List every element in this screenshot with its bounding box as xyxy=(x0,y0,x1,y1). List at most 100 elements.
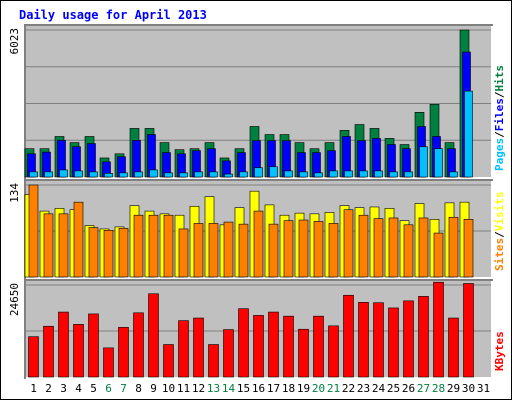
bar-pages-day-29 xyxy=(449,171,458,178)
bar-pages-day-18 xyxy=(284,170,293,178)
x-tick-label: 17 xyxy=(267,382,280,395)
bar-pages-day-19 xyxy=(299,171,308,178)
side-label-separator: / xyxy=(493,231,506,238)
bar-files-day-8 xyxy=(132,140,141,178)
bar-sites-day-13 xyxy=(208,223,219,278)
bar-sites-day-23 xyxy=(358,214,369,278)
x-tick-label: 8 xyxy=(135,382,142,395)
side-label-files: Files xyxy=(493,98,506,131)
bar-kbytes-day-17 xyxy=(268,311,279,378)
bar-pages-day-15 xyxy=(239,171,248,178)
side-label-kbytes: KBytes xyxy=(493,331,506,371)
bar-pages-day-5 xyxy=(89,171,98,178)
x-tick-label: 21 xyxy=(327,382,340,395)
bar-sites-day-16 xyxy=(253,210,264,278)
panel-bottom: 24650 KBytes xyxy=(8,279,506,379)
bar-sites-day-6 xyxy=(103,230,114,278)
bar-kbytes-day-13 xyxy=(208,344,219,378)
x-tick-label: 7 xyxy=(120,382,127,395)
x-tick-label: 29 xyxy=(447,382,460,395)
bar-kbytes-day-30 xyxy=(463,283,474,378)
x-tick-label: 1 xyxy=(30,382,37,395)
bar-sites-day-14 xyxy=(223,221,234,278)
bar-sites-day-21 xyxy=(328,223,339,278)
bar-pages-day-25 xyxy=(389,171,398,178)
side-label-pages: Pages xyxy=(493,138,506,171)
bar-kbytes-day-4 xyxy=(73,324,84,378)
bar-sites-day-15 xyxy=(238,223,249,278)
panel-middle: 134 Sites/Visits xyxy=(8,179,506,279)
x-tick-label: 27 xyxy=(417,382,430,395)
side-label-hits: Hits xyxy=(493,65,506,92)
series-kbytes xyxy=(28,281,474,378)
bar-sites-day-5 xyxy=(88,227,99,278)
bar-sites-day-27 xyxy=(418,217,429,278)
bar-pages-day-13 xyxy=(209,171,218,178)
x-tick-label: 6 xyxy=(105,382,112,395)
bar-pages-day-21 xyxy=(329,170,338,178)
bar-sites-day-11 xyxy=(178,228,189,278)
bar-kbytes-day-12 xyxy=(193,317,204,378)
x-tick-label: 30 xyxy=(462,382,475,395)
x-tick-label: 25 xyxy=(387,382,400,395)
bar-kbytes-day-2 xyxy=(43,325,54,378)
bar-sites-day-2 xyxy=(43,213,54,278)
bar-kbytes-day-27 xyxy=(418,296,429,378)
x-tick-label: 14 xyxy=(222,382,236,395)
bar-sites-day-7 xyxy=(118,227,129,278)
side-label-separator: / xyxy=(493,131,506,138)
x-tick-label: 24 xyxy=(372,382,386,395)
bar-sites-day-30 xyxy=(463,219,474,278)
bar-sites-day-28 xyxy=(433,232,444,278)
x-tick-label: 13 xyxy=(207,382,220,395)
bar-sites-day-18 xyxy=(283,220,294,278)
bar-kbytes-day-25 xyxy=(388,307,399,378)
bar-kbytes-day-9 xyxy=(148,293,159,378)
x-tick-label: 31 xyxy=(477,382,490,395)
bar-pages-day-26 xyxy=(404,171,413,178)
x-tick-label: 18 xyxy=(282,382,295,395)
x-tick-label: 10 xyxy=(162,382,175,395)
bar-pages-day-16 xyxy=(254,167,263,178)
bar-pages-day-1 xyxy=(29,171,38,178)
bar-kbytes-day-26 xyxy=(403,300,414,378)
x-tick-label: 23 xyxy=(357,382,370,395)
bar-sites-day-22 xyxy=(343,209,354,278)
bar-sites-day-24 xyxy=(373,218,384,278)
bar-kbytes-day-24 xyxy=(373,302,384,378)
bar-kbytes-day-7 xyxy=(118,327,129,378)
bar-kbytes-day-6 xyxy=(103,347,114,378)
x-tick-label: 12 xyxy=(192,382,205,395)
bar-kbytes-day-23 xyxy=(358,302,369,378)
series-sites xyxy=(28,184,474,278)
bar-pages-day-11 xyxy=(179,172,188,178)
bar-kbytes-day-22 xyxy=(343,294,354,378)
bar-kbytes-day-3 xyxy=(58,311,69,378)
bar-sites-day-20 xyxy=(313,221,324,278)
x-tick-label: 3 xyxy=(60,382,67,395)
bar-kbytes-day-5 xyxy=(88,313,99,378)
panel-max-label: 134 xyxy=(8,183,21,203)
chart-title: Daily usage for April 2013 xyxy=(19,8,207,22)
bar-kbytes-day-29 xyxy=(448,317,459,378)
x-tick-label: 5 xyxy=(90,382,97,395)
bar-sites-day-17 xyxy=(268,223,279,278)
bar-pages-day-6 xyxy=(104,173,113,178)
bar-pages-day-24 xyxy=(374,170,383,178)
bar-sites-day-29 xyxy=(448,216,459,278)
bar-pages-day-12 xyxy=(194,171,203,178)
x-tick-label: 11 xyxy=(177,382,190,395)
bar-sites-day-25 xyxy=(388,217,399,278)
x-tick-label: 20 xyxy=(312,382,325,395)
panel-max-label: 24650 xyxy=(8,283,21,316)
bar-kbytes-day-16 xyxy=(253,315,264,378)
bar-kbytes-day-14 xyxy=(223,329,234,378)
series-pages xyxy=(29,90,473,178)
bar-sites-day-19 xyxy=(298,219,309,278)
x-tick-label: 4 xyxy=(75,382,82,395)
bar-sites-day-12 xyxy=(193,223,204,278)
side-label-visits: Visits xyxy=(493,192,506,232)
bar-kbytes-day-15 xyxy=(238,308,249,378)
bar-sites-day-4 xyxy=(73,201,84,278)
